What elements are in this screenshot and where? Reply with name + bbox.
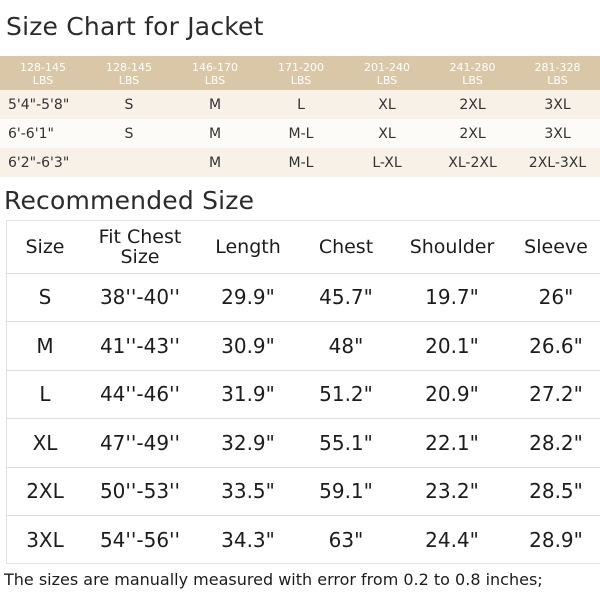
shoulder-cell: 20.1" bbox=[393, 321, 511, 371]
fit-chest-cell: 54''-56'' bbox=[99, 528, 181, 552]
weight-header-cell: 128-145 LBS bbox=[86, 56, 172, 90]
recommended-size-table-frame: Size Fit Chest Size Length Chest Shoulde… bbox=[6, 220, 600, 564]
chest-cell: 45.7" bbox=[299, 273, 393, 322]
size-cell: XL bbox=[344, 90, 430, 119]
column-header-length: Length bbox=[197, 221, 299, 274]
length-cell: 30.9" bbox=[197, 321, 299, 371]
fit-chest-cell: 44''-46'' bbox=[83, 370, 197, 419]
fit-chest-cell: 41''-43'' bbox=[83, 321, 197, 371]
size-row: 3XL 54''-56'' 34.3" 63" 24.4" 28.9" bbox=[7, 516, 600, 565]
size-cell: 2XL bbox=[430, 119, 515, 148]
size-cell: M-L bbox=[258, 148, 344, 177]
weight-header-cell: 171-200 LBS bbox=[258, 56, 344, 90]
recommended-size-title: Recommended Size bbox=[4, 186, 255, 215]
height-cell: 5'4"-5'8" bbox=[0, 90, 86, 119]
weight-header-cell: 128-145 LBS bbox=[0, 56, 86, 90]
weight-header-cell: 241-280 LBS bbox=[430, 56, 515, 90]
fit-chest-cell: 50''-53'' bbox=[83, 467, 197, 516]
height-cell: 6'-6'1" bbox=[0, 119, 86, 148]
length-cell: 33.5" bbox=[197, 467, 299, 516]
shoulder-cell: 23.2" bbox=[393, 467, 511, 516]
chest-cell: 51.2" bbox=[299, 370, 393, 419]
size-cell: S bbox=[86, 90, 172, 119]
chest-cell: 63" bbox=[328, 528, 364, 552]
length-cell: 32.9" bbox=[197, 418, 299, 468]
size-cell: S bbox=[86, 119, 172, 148]
shoulder-cell: 20.9" bbox=[393, 370, 511, 419]
weight-table-row: 6'2"-6'3" M M-L L-XL XL-2XL 2XL-3XL bbox=[0, 148, 600, 177]
weight-table-row: 5'4"-5'8" S M L XL 2XL 3XL bbox=[0, 90, 600, 119]
shoulder-cell: 19.7" bbox=[393, 273, 511, 322]
chest-cell: 59.1" bbox=[299, 467, 393, 516]
sleeve-cell: 28.9" bbox=[529, 528, 583, 552]
length-cell: 34.3" bbox=[221, 528, 275, 552]
chest-cell: 55.1" bbox=[299, 418, 393, 468]
size-cell: M bbox=[172, 119, 258, 148]
column-header-shoulder: Shoulder bbox=[393, 221, 511, 274]
weight-header-cell: 146-170 LBS bbox=[172, 56, 258, 90]
size-cell: 2XL-3XL bbox=[515, 148, 600, 177]
size-cell bbox=[86, 148, 172, 177]
weight-header-cell: 201-240 LBS bbox=[344, 56, 430, 90]
chest-cell: 48" bbox=[299, 321, 393, 371]
size-row: L 44''-46'' 31.9" 51.2" 20.9" 27.2" bbox=[7, 370, 600, 419]
measurement-note: The sizes are manually measured with err… bbox=[4, 570, 543, 589]
size-cell: L bbox=[258, 90, 344, 119]
size-row: M 41''-43'' 30.9" 48" 20.1" 26.6" bbox=[7, 321, 600, 371]
size-row: XL 47''-49'' 32.9" 55.1" 22.1" 28.2" bbox=[7, 418, 600, 468]
sleeve-cell: 27.2" bbox=[511, 370, 600, 419]
fit-chest-cell: 47''-49'' bbox=[83, 418, 197, 468]
size-cell: 3XL bbox=[515, 119, 600, 148]
size-header-row: Size Fit Chest Size Length Chest Shoulde… bbox=[7, 221, 600, 274]
column-header-fit-chest: Fit Chest Size bbox=[83, 221, 197, 274]
size-cell: M-L bbox=[258, 119, 344, 148]
size-cell: M bbox=[172, 148, 258, 177]
weight-header-row: 128-145 LBS 128-145 LBS 146-170 LBS 171-200… bbox=[0, 56, 600, 90]
size-cell: XL bbox=[344, 119, 430, 148]
sleeve-cell: 26.6" bbox=[511, 321, 600, 371]
size-cell: M bbox=[172, 90, 258, 119]
size-label-cell: XL bbox=[7, 418, 83, 468]
size-cell: 2XL bbox=[430, 90, 515, 119]
weight-header-cell: 281-328 LBS bbox=[515, 56, 600, 90]
size-label-cell: 2XL bbox=[7, 467, 83, 516]
size-row: 2XL 50''-53'' 33.5" 59.1" 23.2" 28.5" bbox=[7, 467, 600, 516]
sleeve-cell: 28.5" bbox=[511, 467, 600, 516]
size-row: S 38''-40'' 29.9" 45.7" 19.7" 26" bbox=[7, 273, 600, 322]
size-label-cell: M bbox=[7, 321, 83, 371]
shoulder-cell: 22.1" bbox=[393, 418, 511, 468]
size-cell: XL-2XL bbox=[430, 148, 515, 177]
size-chart-title: Size Chart for Jacket bbox=[6, 12, 264, 41]
column-header-sleeve: Sleeve bbox=[511, 221, 600, 274]
column-header-size: Size bbox=[7, 221, 83, 274]
size-cell: 3XL bbox=[515, 90, 600, 119]
sleeve-cell: 26" bbox=[511, 273, 600, 322]
size-label-cell: 3XL bbox=[26, 528, 64, 552]
height-cell: 6'2"-6'3" bbox=[0, 148, 86, 177]
fit-chest-cell: 38''-40'' bbox=[83, 273, 197, 322]
weight-size-table: 128-145 LBS 128-145 LBS 146-170 LBS 171-200… bbox=[0, 56, 600, 177]
column-header-chest: Chest bbox=[299, 221, 393, 274]
shoulder-cell: 24.4" bbox=[425, 528, 479, 552]
weight-table-row: 6'-6'1" S M M-L XL 2XL 3XL bbox=[0, 119, 600, 148]
size-cell: L-XL bbox=[344, 148, 430, 177]
recommended-size-table: Size Fit Chest Size Length Chest Shoulde… bbox=[7, 221, 600, 564]
length-cell: 29.9" bbox=[197, 273, 299, 322]
length-cell: 31.9" bbox=[197, 370, 299, 419]
sleeve-cell: 28.2" bbox=[511, 418, 600, 468]
size-label-cell: S bbox=[7, 273, 83, 322]
size-label-cell: L bbox=[7, 370, 83, 419]
